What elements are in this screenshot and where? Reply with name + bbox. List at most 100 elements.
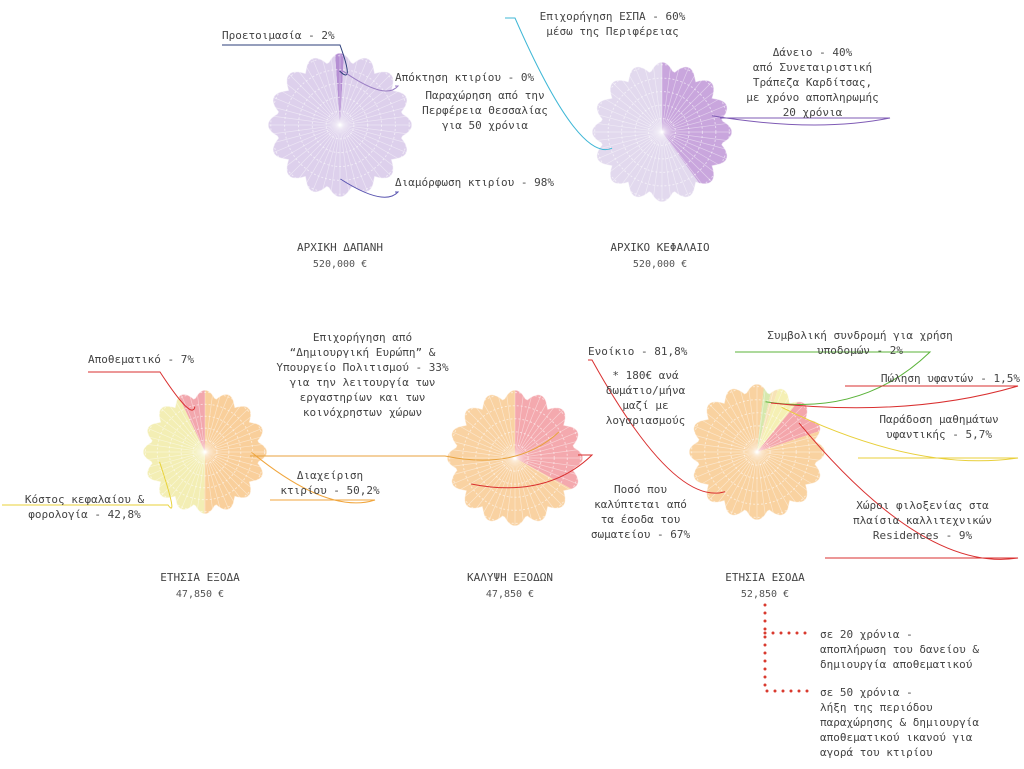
leader-line <box>505 17 613 151</box>
lace-spoke <box>282 80 341 126</box>
lace-spoke <box>514 398 550 459</box>
lace-spoke <box>497 457 516 524</box>
lace-spoke <box>312 124 341 192</box>
slice-label: Επιχορήγηση από “Δημιουργική Ευρώπη” & Υ… <box>276 331 449 419</box>
lace-spoke <box>597 131 663 160</box>
leader-line <box>781 406 1019 462</box>
slice-label: Χώροι φιλοξενίας στα πλαίσια καλλιτεχνικ… <box>852 499 993 542</box>
lace-spoke <box>702 451 758 494</box>
lace-spoke <box>447 457 516 468</box>
doily-edge <box>688 383 826 521</box>
lace-spoke <box>204 407 250 453</box>
lace-spoke <box>204 451 230 510</box>
leader-line <box>798 422 1019 560</box>
lace-spoke <box>288 73 341 126</box>
lace-spoke <box>514 416 570 459</box>
lace-spoke <box>460 457 516 500</box>
lace-spoke <box>612 131 663 182</box>
lace-spoke <box>594 113 663 133</box>
lace-spoke <box>339 124 410 144</box>
lace-spoke <box>661 82 712 133</box>
slice-label: Ενοίκιο - 81,8% <box>588 345 688 358</box>
lace-spoke <box>204 451 259 484</box>
lace-spoke <box>204 451 265 469</box>
pie-subtitle: 47,850 € <box>175 589 225 600</box>
slice-label: Διαχείριση κτιρίου - 50,2% <box>280 469 380 497</box>
lace-ring <box>144 391 266 513</box>
doily-edge <box>267 52 413 198</box>
lace-spoke <box>756 451 767 520</box>
lace-spoke <box>747 384 758 453</box>
lace-spoke <box>147 427 206 453</box>
lace-spoke <box>739 386 758 453</box>
lace-spoke <box>145 435 206 453</box>
lace-spoke <box>694 425 758 453</box>
pie-subtitle: 520,000 € <box>632 259 688 270</box>
lace-spoke <box>339 58 368 126</box>
lace-spoke <box>661 122 732 133</box>
lace-spoke <box>282 124 341 170</box>
pie-slice <box>592 62 708 202</box>
lace-spoke <box>480 398 516 459</box>
pie-slice <box>757 384 781 452</box>
slice-label: Προετοιμασία - 2% <box>222 29 335 42</box>
lace-spoke <box>652 62 663 133</box>
leader-line <box>251 451 376 504</box>
lace-ring <box>730 425 784 479</box>
lace-spoke <box>339 124 412 135</box>
pie-slice <box>689 384 825 520</box>
leader-line <box>88 371 196 411</box>
lace-spoke <box>691 434 758 453</box>
lace-spoke <box>514 390 525 459</box>
pie-subtitle: 52,850 € <box>740 589 790 600</box>
lace-spoke <box>273 124 341 153</box>
slice-label: Συμβολική συνδρομή για χρήση υποδομών - … <box>767 329 953 357</box>
lace-ring <box>156 403 254 501</box>
lace-spoke <box>661 131 698 193</box>
lace-spoke <box>273 97 341 126</box>
lace-spoke <box>497 392 516 459</box>
lace-spoke <box>715 451 758 507</box>
slice-label: Διαμόρφωση κτιρίου - 98% <box>395 176 554 189</box>
lace-spoke <box>606 89 663 133</box>
lace-spoke <box>702 410 758 453</box>
lace-spoke <box>661 131 681 200</box>
lace-spoke <box>689 442 758 453</box>
lace-spoke <box>143 451 206 461</box>
lace-spoke <box>277 124 341 162</box>
pie <box>689 384 825 520</box>
lace-spoke <box>722 392 758 453</box>
lace-spoke <box>204 394 230 453</box>
lace-spoke <box>514 457 542 521</box>
lace-spoke <box>151 451 206 484</box>
lace-spoke <box>514 457 525 526</box>
lace-spoke <box>321 55 341 126</box>
lace-spoke <box>288 124 341 177</box>
lace-spoke <box>330 53 341 126</box>
lace-spoke <box>756 442 825 453</box>
lace-spoke <box>634 131 663 197</box>
lace-spoke <box>514 457 578 485</box>
lace-spoke <box>173 398 206 453</box>
lace-spoke <box>339 124 368 192</box>
lace-spoke <box>196 451 206 514</box>
pie <box>268 53 412 197</box>
pie-title: ΑΡΧΙΚΟ ΚΕΦΑΛΑΙΟ <box>610 241 710 254</box>
lace-spoke <box>449 457 516 476</box>
pie-title: ΚΑΛΥΨΗ ΕΞΟΔΩΝ <box>466 571 554 584</box>
lace-spoke <box>601 131 663 168</box>
lace-spoke <box>204 451 237 506</box>
lace-spoke <box>514 440 581 459</box>
lace-spoke <box>756 451 775 518</box>
lace-spoke <box>339 124 359 195</box>
lace-spoke <box>652 131 663 202</box>
leader-line <box>770 385 1019 409</box>
lace-spoke <box>661 64 681 133</box>
lace-spoke <box>739 451 758 518</box>
leader-line <box>711 115 891 126</box>
lace-spoke <box>756 417 817 453</box>
lace-spoke <box>155 413 206 453</box>
lace-ring <box>488 431 542 485</box>
lace-spoke <box>661 62 672 133</box>
